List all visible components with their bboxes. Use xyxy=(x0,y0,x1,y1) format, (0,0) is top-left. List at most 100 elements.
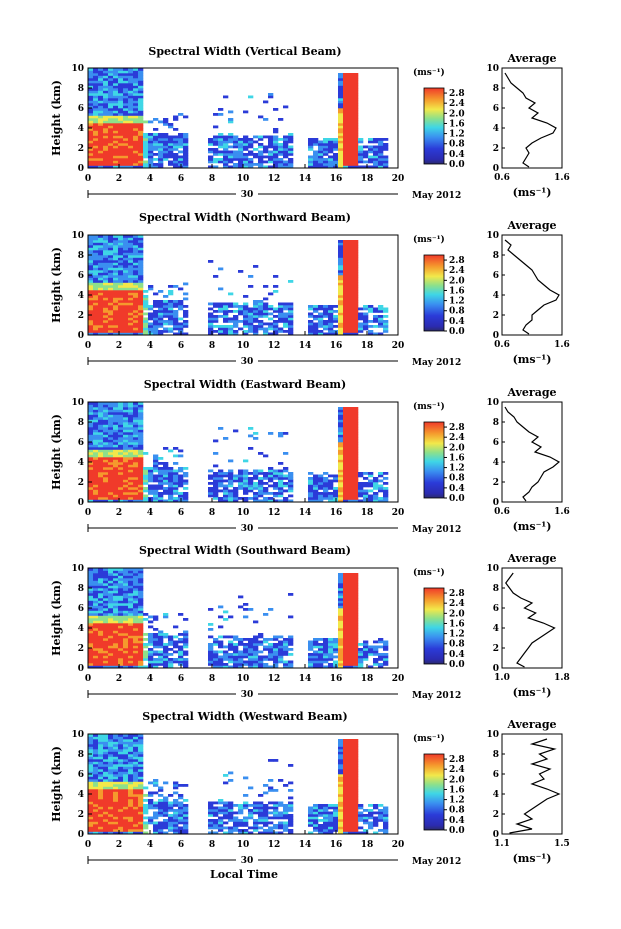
heatmap-cell xyxy=(113,315,119,318)
heatmap-cell xyxy=(233,320,239,323)
heatmap-cell xyxy=(93,95,99,99)
heatmap-cell xyxy=(113,484,119,488)
heatmap-cell xyxy=(108,250,114,253)
heatmap-cell xyxy=(113,310,119,313)
heatmap-cell xyxy=(158,831,164,835)
heatmap-cell xyxy=(118,165,124,169)
average-profile-line xyxy=(504,72,557,168)
heatmap-cell xyxy=(108,789,114,792)
heatmap-cell xyxy=(213,153,219,156)
heatmap-cell xyxy=(123,88,129,91)
heatmap-cell xyxy=(138,474,144,478)
heatmap-cell xyxy=(343,255,349,258)
heatmap-cell xyxy=(93,573,99,576)
heatmap-cell xyxy=(88,600,94,604)
heatmap-cell xyxy=(113,771,119,775)
heatmap-cell xyxy=(173,145,179,149)
heatmap-cell xyxy=(123,280,129,283)
heatmap-cell xyxy=(343,148,349,151)
heatmap-cell xyxy=(353,325,359,328)
heatmap-cell xyxy=(353,123,359,126)
heatmap-cell xyxy=(133,414,139,418)
heatmap-cell xyxy=(243,482,249,485)
heatmap-cell xyxy=(98,429,104,433)
heatmap-cell xyxy=(93,103,99,106)
heatmap-cell xyxy=(88,245,94,248)
heatmap-cell xyxy=(113,422,119,425)
heatmap-cell xyxy=(288,145,294,149)
heatmap-cell xyxy=(98,417,104,420)
heatmap-cell xyxy=(338,603,344,606)
heatmap-cell xyxy=(128,265,134,268)
heatmap-cell xyxy=(98,482,104,485)
heatmap-cell xyxy=(378,155,384,159)
heatmap-cell xyxy=(373,320,379,323)
heatmap-cell xyxy=(103,658,109,661)
panel-title: Spectral Width (Eastward Beam) xyxy=(144,378,346,391)
heatmap-cell xyxy=(178,826,184,830)
heatmap-cell xyxy=(243,158,249,161)
heatmap-cell xyxy=(93,332,99,336)
heatmap-cell xyxy=(138,163,144,166)
heatmap-cell xyxy=(263,332,269,336)
heatmap-cell xyxy=(118,95,124,99)
heatmap-cell xyxy=(118,285,124,288)
heatmap-cell xyxy=(288,325,294,328)
colorbar-tick-label: 0.4 xyxy=(449,484,465,494)
heatmap-cell xyxy=(108,153,114,156)
heatmap-cell xyxy=(373,155,379,159)
day-label: 30 xyxy=(241,690,254,700)
heatmap-cell xyxy=(178,648,184,651)
heatmap-cell xyxy=(133,452,139,455)
heatmap-cell xyxy=(153,143,159,146)
heatmap-cell xyxy=(138,235,144,238)
heatmap-cell xyxy=(158,826,164,830)
heatmap-cell xyxy=(98,739,104,742)
heatmap-cell xyxy=(138,650,144,654)
heatmap-cell xyxy=(248,643,254,646)
heatmap-cell xyxy=(218,302,224,306)
heatmap-cell xyxy=(93,98,99,101)
heatmap-cell xyxy=(93,635,99,639)
heatmap-cell xyxy=(353,494,359,498)
heatmap-cell xyxy=(263,322,269,326)
heatmap-cell xyxy=(353,245,359,248)
heatmap-cell xyxy=(128,658,134,661)
heatmap-cell xyxy=(98,295,104,298)
heatmap-cell xyxy=(353,310,359,313)
heatmap-cell xyxy=(98,103,104,106)
heatmap-cell xyxy=(138,459,144,463)
heatmap-cell xyxy=(108,764,114,767)
heatmap-cell xyxy=(258,487,264,490)
heatmap-cell xyxy=(88,262,94,266)
heatmap-cell xyxy=(353,489,359,493)
heatmap-cell xyxy=(233,153,239,156)
heatmap-cell xyxy=(103,412,109,415)
heatmap-cell xyxy=(113,287,119,291)
heatmap-cell xyxy=(158,492,164,495)
heatmap-cell xyxy=(98,831,104,835)
heatmap-cell xyxy=(133,608,139,611)
heatmap-cell xyxy=(348,439,354,443)
heatmap-cell xyxy=(208,325,214,328)
heatmap-cell xyxy=(98,613,104,616)
heatmap-cell xyxy=(278,143,284,146)
heatmap-cell xyxy=(158,633,164,636)
heatmap-cell xyxy=(173,462,179,465)
heatmap-cell xyxy=(353,257,359,261)
heatmap-cell xyxy=(123,462,129,465)
heatmap-cell xyxy=(148,143,154,146)
heatmap-cell xyxy=(98,312,104,316)
heatmap-cell xyxy=(113,442,119,445)
heatmap-cell xyxy=(163,312,169,316)
heatmap-cell xyxy=(268,499,274,503)
heatmap-cell xyxy=(308,499,314,503)
heatmap-cell xyxy=(113,307,119,311)
heatmap-cell xyxy=(283,160,289,164)
heatmap-cell xyxy=(353,432,359,435)
heatmap-cell xyxy=(323,638,329,641)
heatmap-cell xyxy=(133,829,139,832)
heatmap-cell xyxy=(223,655,229,659)
heatmap-cell xyxy=(273,135,279,139)
heatmap-cell xyxy=(88,320,94,323)
